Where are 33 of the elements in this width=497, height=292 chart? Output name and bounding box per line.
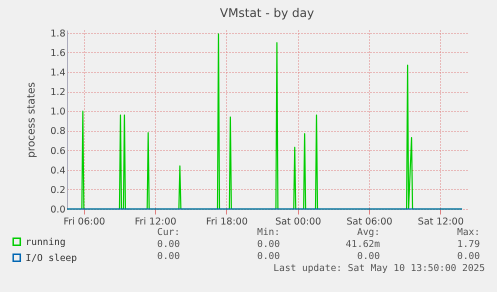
y-tick-label: 0.0	[50, 204, 66, 216]
legend-label: I/O sleep	[26, 252, 78, 264]
text: 41.62m	[346, 239, 380, 250]
text: Min:	[257, 227, 280, 238]
y-tick-label: 0.2	[50, 184, 66, 196]
legend-label: running	[26, 236, 66, 248]
x-tick-label: Sat 06:00	[346, 216, 392, 228]
y-tick-label: 1.8	[50, 28, 66, 40]
x-tick-label: Sat 12:00	[418, 216, 464, 228]
text: 0.00	[157, 239, 180, 250]
chart-title: VMstat - by day	[220, 6, 314, 20]
text: 0.00	[457, 251, 480, 262]
x-tick-label: Sat 00:00	[275, 216, 322, 228]
y-tick-label: 0.8	[50, 126, 66, 138]
text: Avg:	[357, 227, 380, 238]
text: 0.00	[157, 251, 180, 262]
y-tick-label: 0.4	[50, 165, 66, 176]
text: Last update: Sat May 10 13:50:00 2025	[273, 263, 485, 274]
y-tick-label: 1.6	[50, 48, 66, 59]
x-tick-label: Fri 06:00	[63, 216, 106, 228]
text: Cur:	[157, 227, 180, 238]
text: 1.79	[457, 239, 480, 250]
y-tick-label: 0.6	[50, 146, 66, 157]
text: 0.00	[257, 239, 280, 250]
y-tick-label: 1.2	[50, 87, 66, 98]
text: 0.00	[257, 251, 280, 262]
x-tick-label: Fri 12:00	[134, 216, 176, 228]
x-tick-label: Fri 18:00	[206, 216, 248, 228]
text: 0.00	[357, 251, 380, 262]
y-axis-title: process states	[25, 82, 38, 158]
y-tick-label: 1.0	[50, 106, 66, 118]
text: Max:	[457, 227, 480, 238]
y-tick-label: 1.4	[50, 68, 66, 79]
